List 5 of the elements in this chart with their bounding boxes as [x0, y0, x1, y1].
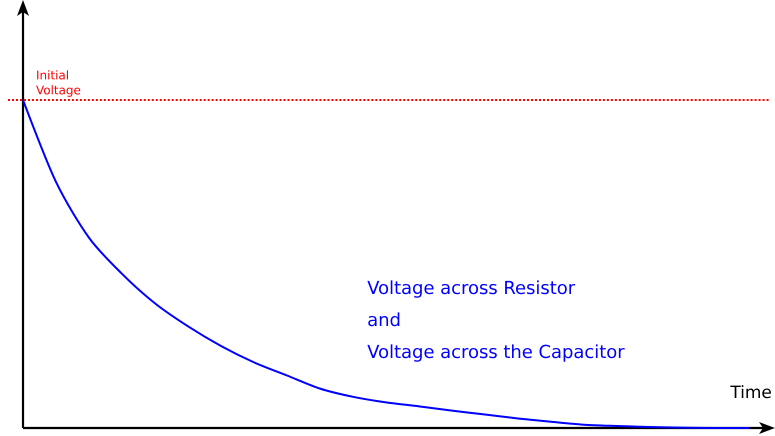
x-axis-title: Time — [730, 385, 771, 398]
annotation: Voltage across Resistor — [367, 280, 576, 298]
annotation: Voltage across the Capacitor — [367, 344, 625, 362]
ref-line-label: Initial Voltage — [36, 70, 80, 97]
annotation: and — [368, 312, 400, 326]
